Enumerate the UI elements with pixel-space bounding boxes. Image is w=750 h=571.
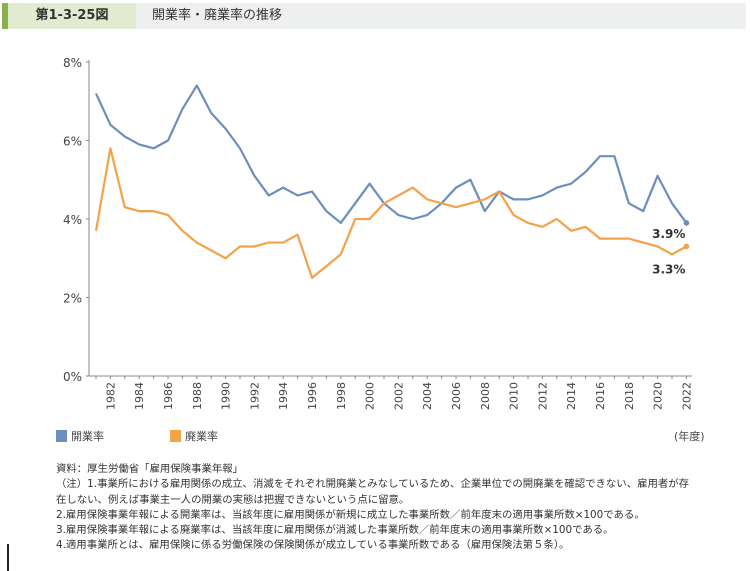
margin-mark xyxy=(7,544,9,571)
line-chart: 0% 2% 4% 6% 8% 1982 1984 1986 1988 1990 1992 1994 19… xyxy=(63,56,693,410)
x-tick-label: 2002 xyxy=(392,382,405,410)
x-tick-label: 1988 xyxy=(191,382,204,410)
x-tick-label: 1998 xyxy=(335,382,348,410)
x-tick-label: 1992 xyxy=(248,382,261,410)
x-tick-label: 1984 xyxy=(133,382,146,410)
x-tick-label: 2012 xyxy=(536,382,549,410)
x-tick-label: 2008 xyxy=(479,382,492,410)
legend-label: 廃業率 xyxy=(185,430,218,443)
x-tick-label: 1986 xyxy=(162,382,175,410)
x-tick-label: 1990 xyxy=(220,382,233,410)
y-tick-label: 0% xyxy=(63,370,82,384)
y-tick-label: 6% xyxy=(63,135,82,149)
series-line-close-rate xyxy=(94,147,687,279)
x-tick-label: 2018 xyxy=(623,382,636,410)
y-tick-label: 2% xyxy=(63,292,82,306)
y-tick-label: 8% xyxy=(63,56,82,70)
note-2: 2.雇用保険事業年報による開業率は、当該年度に雇用関係が新規に成立した事業所数／… xyxy=(56,508,645,521)
x-tick-label: 2004 xyxy=(421,382,434,410)
note-3: 3.雇用保険事業年報による廃業率は、当該年度に雇用関係が消滅した事業所数／前年度… xyxy=(56,524,614,537)
legend-swatch-blue xyxy=(56,430,67,442)
x-tick-label: 2000 xyxy=(364,382,377,410)
x-tick-label: 2020 xyxy=(652,382,665,410)
note-1: （注）1.事業所における雇用関係の成立、消滅をそれぞれ開廃業とみなしているため、… xyxy=(56,478,690,506)
x-tick-label: 1982 xyxy=(104,382,117,410)
legend-swatch-orange xyxy=(170,430,181,442)
end-value-label: 3.9% xyxy=(652,227,685,241)
notes: 資料：厚生労働省「雇用保険事業年報」 （注）1.事業所における雇用関係の成立、消… xyxy=(56,462,696,554)
legend-item-close-rate: 廃業率 xyxy=(170,428,218,444)
note-4: 4.適用事業所とは、雇用保険に係る労働保険の保険関係が成立している事業所数である… xyxy=(56,539,570,552)
legend-item-open-rate: 開業率 xyxy=(56,428,104,444)
x-axis-unit: (年度) xyxy=(674,430,705,443)
figure-header: 第1-3-25図 開業率・廃業率の推移 xyxy=(2,3,746,29)
end-point-marker xyxy=(683,220,690,226)
legend-label: 開業率 xyxy=(71,430,104,443)
x-tick-label: 2022 xyxy=(680,382,693,410)
figure-number: 第1-3-25図 xyxy=(2,3,136,29)
figure-title: 開業率・廃業率の推移 xyxy=(152,8,283,23)
x-tick-label: 2016 xyxy=(594,382,607,410)
x-tick-label: 1994 xyxy=(277,382,290,410)
y-tick-label: 4% xyxy=(63,213,82,227)
end-value-label: 3.3% xyxy=(652,262,685,276)
end-point-marker xyxy=(683,243,690,250)
source-note: 資料：厚生労働省「雇用保険事業年報」 xyxy=(56,463,244,475)
x-tick-label: 2010 xyxy=(508,382,521,410)
x-tick-label: 1996 xyxy=(306,382,319,410)
series-line-open-rate xyxy=(95,84,688,225)
x-tick-label: 2014 xyxy=(565,382,578,410)
x-tick-label: 2006 xyxy=(450,382,463,410)
